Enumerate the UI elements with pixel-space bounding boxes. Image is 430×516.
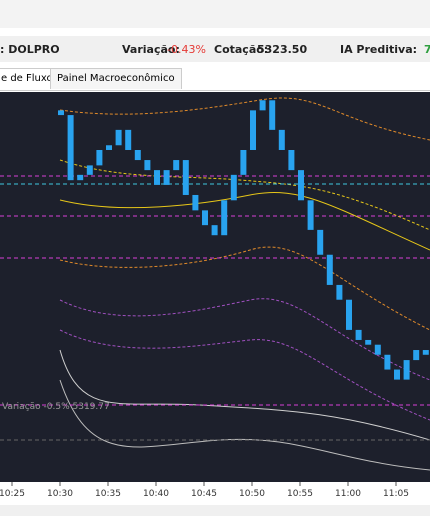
candle-body	[278, 129, 285, 150]
tab-bar: e de Fluxo Painel Macroeconômico	[0, 66, 430, 91]
candle-body	[403, 360, 410, 380]
candle-body	[298, 170, 304, 201]
candle-body	[336, 284, 343, 300]
candle-body	[413, 350, 420, 361]
candle-body	[365, 339, 372, 345]
candle-body	[202, 210, 208, 226]
quote: 5323.50	[257, 43, 308, 56]
indicators	[59, 97, 430, 471]
band	[59, 349, 430, 441]
candle-body	[173, 160, 180, 171]
candle-body	[259, 100, 266, 111]
quote-label: Cotação:	[214, 43, 269, 56]
x-tick-label: 10:35	[95, 489, 121, 499]
candle-body	[154, 170, 160, 185]
x-tick-label: 10:25	[0, 489, 25, 499]
candle-body	[106, 145, 112, 150]
candle-body	[422, 350, 429, 355]
candle-body	[288, 149, 295, 171]
candle-body	[125, 129, 132, 150]
candle-body	[58, 110, 64, 116]
ai-value: 7	[424, 43, 430, 56]
top-bar	[0, 0, 430, 28]
candle-body	[67, 115, 74, 181]
variation-label: Variação:	[122, 43, 180, 56]
tab[interactable]: Painel Macroeconômico	[50, 68, 182, 89]
asset: : DOLPRO	[0, 43, 60, 56]
candle-body	[326, 254, 333, 285]
candle-body	[250, 110, 256, 150]
candle-body	[115, 129, 122, 146]
candle-body	[144, 160, 151, 171]
candle-body	[182, 160, 189, 195]
band	[59, 97, 430, 141]
candle-body	[192, 194, 199, 211]
variation: -0.43%	[167, 43, 206, 56]
candle-body	[307, 200, 314, 230]
band	[59, 159, 430, 231]
candle-body	[221, 200, 228, 236]
x-tick-label: 10:45	[191, 489, 217, 499]
x-tick-label: 10:30	[47, 489, 73, 499]
bottom-bar	[0, 505, 430, 516]
header: : DOLPRO Variação: -0.43% Cotação: 5323.…	[0, 36, 430, 62]
candle-body	[394, 369, 400, 380]
band	[59, 246, 430, 331]
candle-body	[211, 225, 218, 236]
candle-body	[77, 174, 84, 181]
ai-label: IA Preditiva:	[340, 43, 418, 56]
x-tick-label: 10:50	[239, 489, 265, 499]
candle-body	[317, 229, 324, 255]
candle-body	[163, 170, 170, 185]
x-tick-label: 11:00	[335, 489, 361, 499]
candle-body	[346, 299, 352, 330]
candle-body	[134, 149, 141, 161]
candle-body	[384, 354, 391, 370]
x-tick-label: 10:55	[287, 489, 313, 499]
annotation: Variação -0.5% 5319.77	[2, 402, 110, 412]
band	[59, 329, 430, 421]
candle-body	[230, 174, 237, 201]
candle-body	[355, 329, 362, 340]
x-tick-label: 10:40	[143, 489, 169, 499]
candle-body	[96, 149, 103, 166]
band	[59, 298, 430, 381]
candle-body	[269, 100, 276, 130]
x-tick-label: 11:05	[383, 489, 409, 499]
candle-body	[240, 149, 247, 175]
candle-body	[86, 165, 93, 175]
candle-body	[374, 344, 381, 355]
band	[59, 192, 430, 251]
